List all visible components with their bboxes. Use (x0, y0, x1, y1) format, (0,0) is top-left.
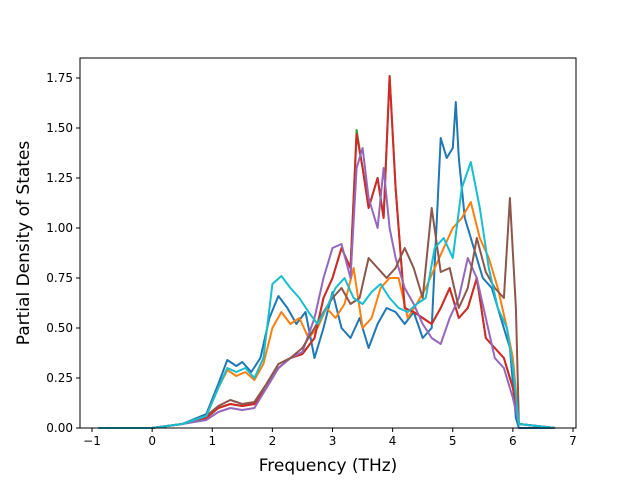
y-tick-label: 1.00 (46, 221, 73, 235)
tick-layer: −1 0 1 2 3 4 5 6 7 0.00 0.25 0.50 0.75 1.00 1.25 1.50 1.… (46, 71, 577, 448)
y-tick-label: 0.25 (46, 371, 73, 385)
x-axis-label: Frequency (THz) (259, 456, 398, 476)
y-tick-label: 0.75 (46, 271, 73, 285)
x-tick-label: 2 (269, 434, 277, 448)
series-layer (98, 75, 556, 429)
series-line-1 (98, 101, 555, 429)
x-tick-label: 7 (569, 434, 577, 448)
y-tick-label: 1.50 (46, 121, 73, 135)
series-line-7 (98, 161, 556, 429)
x-tick-label: 6 (509, 434, 517, 448)
y-axis-label: Partial Density of States (14, 141, 34, 346)
x-tick-label: 3 (329, 434, 337, 448)
x-tick-label: 5 (449, 434, 457, 448)
y-tick-label: 0.50 (46, 321, 73, 335)
x-tick-label: 0 (148, 434, 156, 448)
y-tick-label: 1.75 (46, 71, 73, 85)
plot-area-frame (79, 57, 577, 429)
series-line-6 (98, 197, 556, 429)
series-line-4 (98, 75, 556, 429)
x-tick-label: −1 (83, 434, 101, 448)
y-tick-label: 0.00 (46, 421, 73, 435)
x-tick-label: 4 (389, 434, 397, 448)
y-tick-label: 1.25 (46, 171, 73, 185)
x-tick-label: 1 (208, 434, 216, 448)
series-line-5 (98, 147, 556, 429)
